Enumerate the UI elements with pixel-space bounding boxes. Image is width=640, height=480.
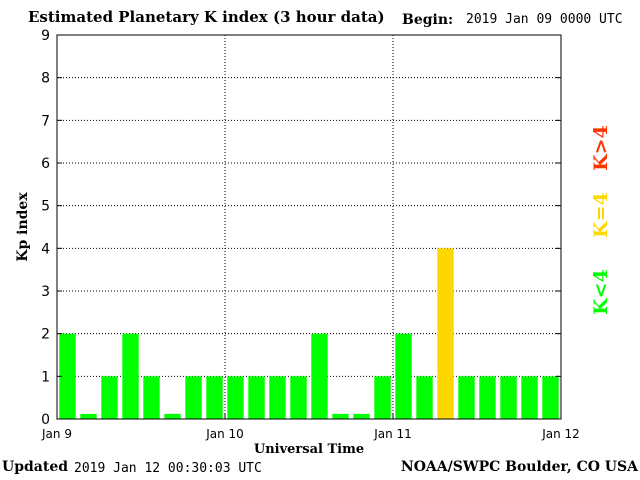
- y-tick-label: 8: [41, 71, 50, 87]
- x-axis-title: Universal Time: [254, 442, 364, 457]
- kp-bar: [269, 376, 286, 419]
- kp-bar: [227, 376, 244, 419]
- kp-bar: [164, 413, 181, 419]
- x-tick-label: Jan 10: [205, 427, 244, 441]
- updated-value: 2019 Jan 12 00:30:03 UTC: [74, 461, 262, 476]
- updated-label: Updated: [2, 459, 69, 475]
- y-axis-title: Kp index: [15, 192, 31, 262]
- kp-bar: [479, 376, 496, 419]
- source-credit: NOAA/SWPC Boulder, CO USA: [400, 459, 638, 475]
- kp-bar: [521, 376, 538, 419]
- kp-bar: [395, 333, 412, 419]
- x-tick-label: Jan 12: [541, 427, 580, 441]
- kp-bar: [143, 376, 160, 419]
- y-tick-label: 9: [41, 28, 50, 44]
- y-tick-label: 4: [41, 241, 50, 257]
- kp-bar: [311, 333, 328, 419]
- kp-bar: [500, 376, 517, 419]
- kp-bar: [542, 376, 559, 419]
- legend-k-eq4: K=4: [589, 192, 612, 238]
- begin-label: Begin:: [402, 12, 454, 28]
- kp-bar: [185, 376, 202, 419]
- y-tick-label: 2: [41, 327, 50, 343]
- kp-bar: [80, 413, 97, 419]
- y-tick-label: 7: [41, 113, 50, 129]
- kp-bar: [122, 333, 139, 419]
- y-tick-label: 0: [41, 412, 50, 428]
- y-tick-label: 5: [41, 199, 50, 215]
- kp-bar: [374, 376, 391, 419]
- kp-bar: [437, 248, 454, 419]
- kp-bar: [416, 376, 433, 419]
- kp-bar: [248, 376, 265, 419]
- plot-area: [57, 35, 561, 419]
- y-tick-label: 6: [41, 156, 50, 172]
- kp-bar: [290, 376, 307, 419]
- kp-bar: [59, 333, 76, 419]
- kp-bar: [206, 376, 223, 419]
- legend-k-lt4: K<4: [589, 269, 612, 315]
- kp-bar: [458, 376, 475, 419]
- x-tick-label: Jan 9: [41, 427, 72, 441]
- kp-bar: [353, 413, 370, 419]
- kp-bar: [332, 413, 349, 419]
- y-tick-label: 1: [41, 369, 50, 385]
- legend-k-gt4: K>4: [589, 125, 612, 171]
- x-tick-label: Jan 11: [373, 427, 412, 441]
- begin-value: 2019 Jan 09 0000 UTC: [466, 12, 623, 27]
- plot-frame: [56, 34, 562, 420]
- chart-title: Estimated Planetary K index (3 hour data…: [28, 8, 385, 26]
- kp-bar: [101, 376, 118, 419]
- y-tick-label: 3: [41, 284, 50, 300]
